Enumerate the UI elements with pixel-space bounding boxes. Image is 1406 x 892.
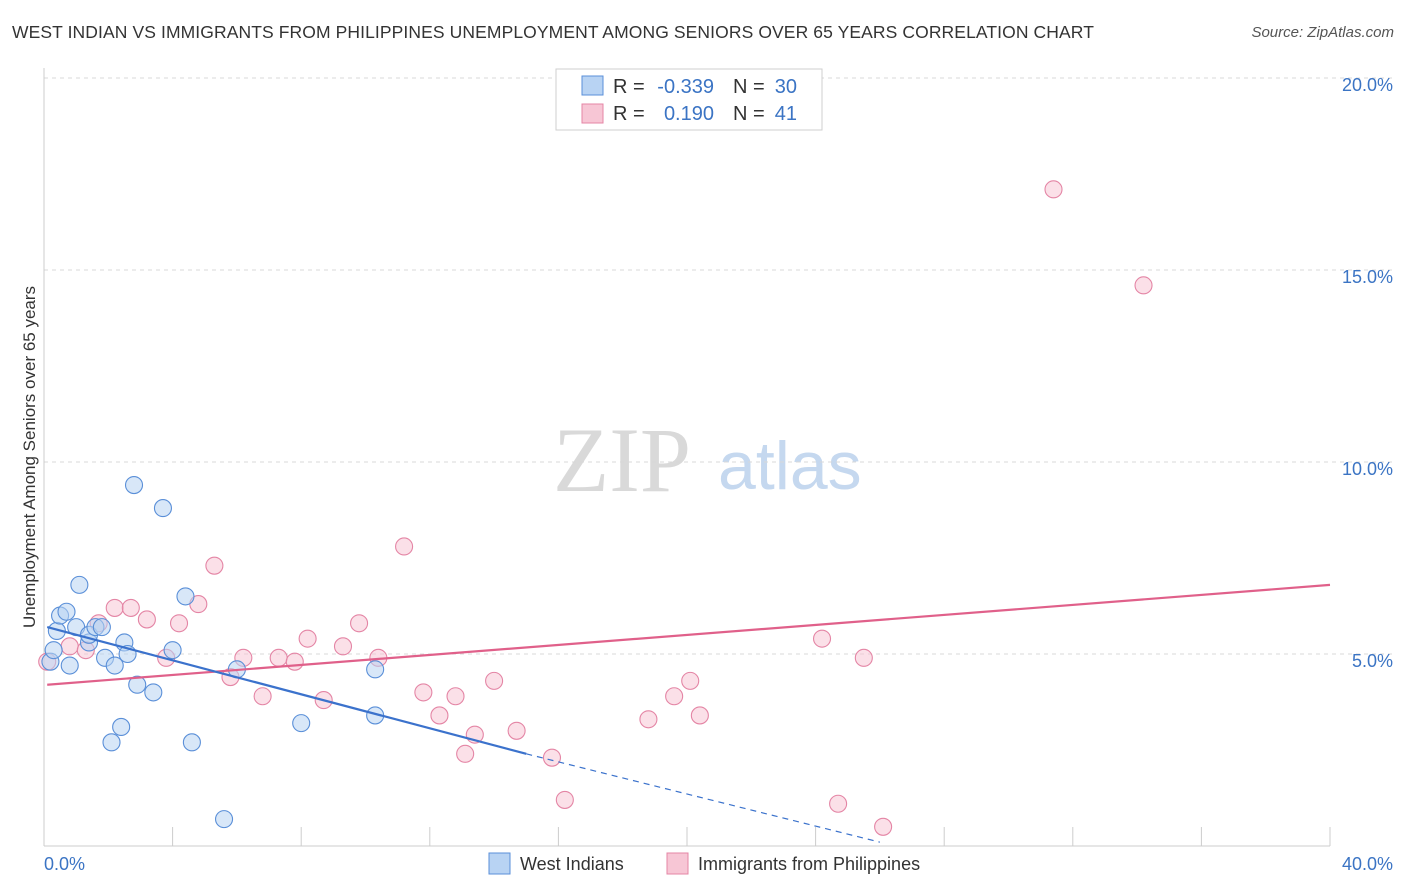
y-axis-label: Unemployment Among Seniors over 65 years	[20, 286, 39, 628]
legend-r-label-2: R =	[613, 103, 645, 125]
y-tick-labels: 5.0% 10.0% 15.0% 20.0%	[1342, 75, 1393, 671]
bottom-legend-label-philippines: Immigrants from Philippines	[698, 854, 920, 874]
philippines-point	[205, 556, 224, 575]
west-indians-point	[60, 656, 79, 675]
philippines-point	[121, 598, 140, 617]
philippines-point	[105, 598, 124, 617]
chart-title: WEST INDIAN VS IMMIGRANTS FROM PHILIPPIN…	[12, 22, 1094, 42]
philippines-point	[169, 614, 189, 633]
x-tick-label-max: 40.0%	[1342, 854, 1393, 874]
trend-lines	[46, 583, 1331, 843]
philippines-point	[446, 687, 465, 706]
y-tick-label-10: 10.0%	[1342, 459, 1393, 479]
legend-r-value-1: -0.339	[657, 76, 714, 98]
gridlines	[44, 77, 1393, 655]
legend-swatch-blue	[581, 75, 604, 96]
philippines-point	[485, 671, 504, 690]
trend-line-west-indians	[46, 626, 527, 755]
series-west-indians-points	[41, 475, 385, 829]
philippines-point	[507, 721, 526, 740]
philippines-point	[430, 706, 449, 725]
legend-n-value-1: 30	[775, 76, 797, 98]
watermark-zip: ZIP	[553, 409, 691, 511]
philippines-point	[253, 687, 272, 706]
philippines-point	[854, 648, 873, 667]
philippines-point	[1044, 180, 1063, 199]
philippines-point	[555, 790, 574, 809]
west-indians-point	[124, 475, 144, 495]
philippines-point	[681, 671, 700, 690]
west-indians-point	[163, 641, 182, 660]
legend-swatch-pink	[581, 103, 604, 124]
west-indians-point	[102, 733, 121, 752]
philippines-point	[414, 683, 433, 702]
philippines-point	[1134, 276, 1153, 295]
y-tick-label-5: 5.0%	[1352, 651, 1393, 671]
trend-line-philippines	[47, 583, 1331, 686]
philippines-point	[639, 710, 658, 729]
west-indians-point	[44, 641, 63, 660]
west-indians-point	[105, 656, 124, 675]
philippines-point	[456, 744, 475, 763]
west-indians-point	[176, 587, 195, 606]
series-legend: West Indians Immigrants from Philippines	[488, 852, 920, 875]
west-indians-point	[153, 499, 173, 518]
west-indians-point	[70, 575, 89, 594]
west-indians-point	[366, 660, 385, 679]
philippines-point	[395, 537, 414, 556]
y-tick-label-20: 20.0%	[1342, 75, 1393, 95]
philippines-point	[829, 794, 848, 813]
philippines-point	[542, 748, 562, 767]
bottom-legend-swatch-blue	[488, 852, 511, 875]
philippines-point	[60, 637, 79, 656]
philippines-point	[269, 648, 288, 667]
correlation-legend: R = -0.339 N = 30 R = 0.190 N = 41	[555, 68, 823, 131]
west-indians-point	[92, 618, 111, 637]
trend-line-west-indians-extrapolated	[526, 753, 881, 843]
west-indians-point	[214, 810, 234, 829]
legend-r-value-2: 0.190	[664, 103, 714, 125]
philippines-point	[812, 629, 832, 648]
philippines-point	[690, 706, 709, 725]
philippines-point	[137, 610, 156, 629]
bottom-legend-swatch-pink	[666, 852, 689, 875]
philippines-point	[665, 687, 684, 706]
y-tick-label-15: 15.0%	[1342, 267, 1393, 287]
west-indians-point	[144, 683, 163, 702]
philippines-point	[874, 817, 893, 836]
legend-n-label-2: N =	[733, 103, 765, 125]
philippines-point	[350, 614, 369, 633]
x-tick-label-min: 0.0%	[44, 854, 85, 874]
chart-source: Source: ZipAtlas.com	[1251, 24, 1394, 41]
watermark-atlas: atlas	[718, 428, 862, 504]
philippines-point	[333, 637, 353, 656]
legend-r-label-1: R =	[613, 76, 645, 98]
philippines-point	[285, 652, 304, 671]
west-indians-point	[182, 733, 201, 752]
bottom-legend-label-west-indians: West Indians	[520, 854, 624, 874]
series-philippines-points	[38, 180, 1153, 836]
west-indians-point	[112, 717, 131, 737]
legend-n-value-2: 41	[775, 103, 797, 125]
west-indians-point	[128, 675, 147, 694]
west-indians-point	[57, 602, 76, 621]
x-axis-ticks	[43, 827, 1331, 846]
philippines-point	[298, 629, 317, 648]
legend-n-label-1: N =	[733, 76, 765, 98]
west-indians-point	[292, 714, 311, 733]
